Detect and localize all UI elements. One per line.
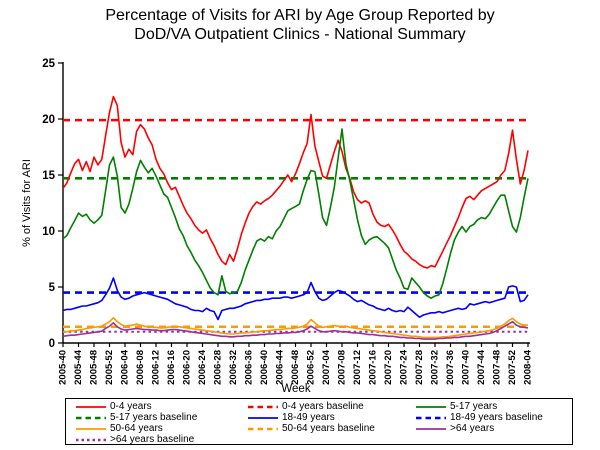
series-18-49-years <box>62 277 529 321</box>
legend-item-18-49-years: 18-49 years <box>247 412 415 423</box>
legend-box: 0-4 years 0-4 years baseline 5-17 years 5-1… <box>65 398 573 445</box>
x-tick-label: 2006-32 <box>228 350 239 385</box>
legend-line-sample <box>416 416 446 419</box>
legend-line-sample <box>76 416 106 419</box>
legend-line-sample <box>76 438 106 441</box>
legend-line-sample <box>248 405 278 408</box>
legend-item-5-17-years: 5-17 years <box>415 401 572 412</box>
legend-line-sample <box>248 416 278 419</box>
legend-label: 50-64 years <box>110 423 163 434</box>
legend-item-50-64-years-baseline: 50-64 years baseline <box>247 423 415 434</box>
x-tick-label: 2007-12 <box>352 350 363 385</box>
legend-label: 5-17 years <box>450 401 498 412</box>
series-50-64-years <box>63 316 528 339</box>
legend-item-18-49-years-baseline: 18-49 years baseline <box>415 412 572 423</box>
x-tick-label: 2006-28 <box>213 350 224 385</box>
legend-line-sample <box>76 427 106 430</box>
y-tick-label: 5 <box>49 282 56 294</box>
legend-label: 0-4 years <box>110 401 152 412</box>
y-tick-label: 25 <box>42 58 55 70</box>
chart-title: Percentage of Visits for ARI by Age Grou… <box>0 6 600 44</box>
x-tick-label: 2007-28 <box>414 350 425 385</box>
x-tick-label: 2006-36 <box>244 350 255 385</box>
y-tick-label: 20 <box>42 114 55 126</box>
x-tick-label: 2006-48 <box>290 350 301 385</box>
legend-item-0-4-years: 0-4 years <box>75 401 247 412</box>
x-tick-label: 2006-04 <box>120 349 131 385</box>
legend-line-sample <box>76 405 106 408</box>
x-tick-label: 2006-12 <box>151 350 162 385</box>
legend-label: 18-49 years baseline <box>450 412 543 423</box>
x-tick-label: 2005-48 <box>89 350 100 385</box>
legend-line-sample <box>248 427 278 430</box>
x-tick-label: 2007-52 <box>507 350 518 385</box>
y-axis-title: % of Visits for ARI <box>21 159 33 247</box>
series--64-years <box>62 320 529 340</box>
x-axis-title: Week <box>281 383 310 395</box>
series-5-17-years <box>62 128 529 300</box>
x-tick-label: 2006-52 <box>306 350 317 385</box>
x-tick-label: 2005-52 <box>104 350 115 385</box>
legend-label: >64 years <box>450 423 495 434</box>
axis-lines <box>62 62 530 344</box>
y-tick-label: 0 <box>49 338 55 350</box>
legend-line-sample <box>416 405 446 408</box>
legend-label: 5-17 years baseline <box>110 412 198 423</box>
x-tick-label: 2007-04 <box>321 349 332 385</box>
x-tick-label: 2006-08 <box>135 350 146 385</box>
x-tick-label: 2007-32 <box>430 350 441 385</box>
x-tick-label: 2007-24 <box>399 349 410 385</box>
x-tick-label: 2007-36 <box>445 350 456 385</box>
x-tick-label: 2007-20 <box>383 350 394 385</box>
legend-label: >64 years baseline <box>110 434 195 445</box>
y-tick-label: 15 <box>42 170 55 182</box>
x-tick-label: 2006-16 <box>166 350 177 385</box>
x-tick-label: 2007-08 <box>337 350 348 385</box>
y-tick-label: 10 <box>42 226 55 238</box>
legend-item--64-years: >64 years <box>415 423 572 434</box>
legend-item--64-years-baseline: >64 years baseline <box>75 434 247 445</box>
legend-line-sample <box>416 427 446 430</box>
chart-title-line-2: DoD/VA Outpatient Clinics - National Sum… <box>134 26 466 43</box>
legend-item-0-4-years-baseline: 0-4 years baseline <box>247 401 415 412</box>
x-tick-label: 2005-44 <box>73 349 84 385</box>
legend-item-5-17-years-baseline: 5-17 years baseline <box>75 412 247 423</box>
x-tick-label: 2006-40 <box>259 350 270 385</box>
x-tick-label: 2006-20 <box>182 350 193 385</box>
x-tick-label: 2007-44 <box>476 349 487 385</box>
x-tick-label: 2008-04 <box>523 349 534 385</box>
legend-label: 50-64 years baseline <box>282 423 375 434</box>
chart-title-line-1: Percentage of Visits for ARI by Age Grou… <box>105 7 495 24</box>
x-tick-label: 2007-16 <box>368 350 379 385</box>
x-tick-label: 2007-48 <box>492 350 503 385</box>
x-tick-label: 2006-24 <box>197 349 208 385</box>
legend-item-50-64-years: 50-64 years <box>75 423 247 434</box>
x-tick-label: 2005-40 <box>58 350 69 385</box>
legend-label: 0-4 years baseline <box>282 401 364 412</box>
series-0-4-years <box>62 95 529 269</box>
legend-label: 18-49 years <box>282 412 335 423</box>
x-tick-label: 2007-40 <box>461 350 472 385</box>
x-tick-label: 2006-44 <box>275 349 286 385</box>
